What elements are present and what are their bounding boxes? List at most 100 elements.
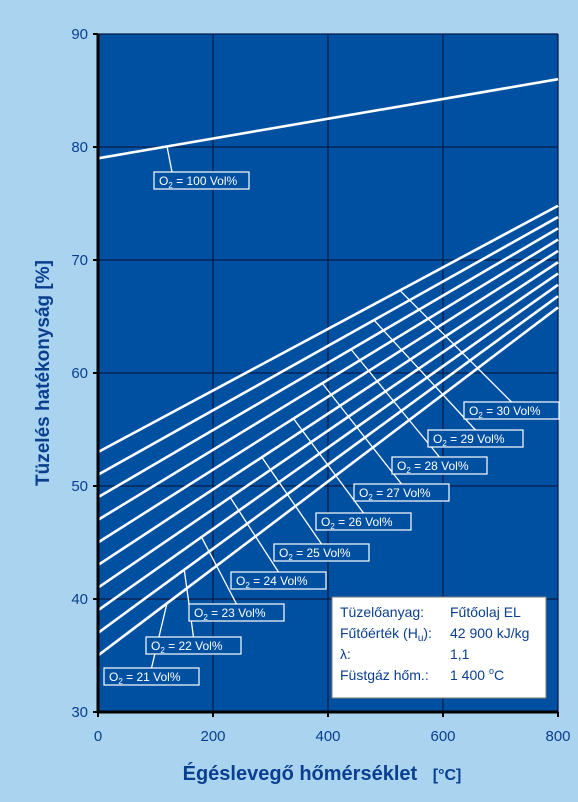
label-leader	[350, 348, 441, 458]
info-value: 42 900 kJ/kg	[450, 625, 529, 641]
info-key-main: Fűtőérték (H	[340, 625, 418, 641]
y-tick-labels: 30 40 50 60 70 80 90	[71, 26, 98, 721]
info-key-after: ):	[423, 625, 432, 641]
x-tick-label: 600	[430, 728, 455, 745]
series-line	[97, 77, 559, 160]
series-label-box	[153, 171, 250, 190]
series-label-text: O2 = 23 Vol%	[194, 606, 266, 622]
info-value-sup: o	[489, 666, 494, 676]
series-label-text: O2 = 26 Vol%	[321, 515, 393, 531]
series-label-box	[145, 636, 242, 655]
info-key-sub: u	[418, 633, 424, 644]
series-line	[97, 204, 559, 454]
label-subscript: 2	[442, 439, 447, 448]
info-value-main: 1 400	[450, 667, 489, 683]
label-leaders	[150, 146, 512, 669]
y-axis-title: Tüzelés hatékonyság [%]	[33, 260, 54, 486]
series-label-text: O2 = 27 Vol%	[359, 486, 431, 502]
label-suffix: = 30 Vol%	[483, 404, 541, 418]
series-line	[97, 227, 559, 499]
label-prefix: O	[321, 515, 330, 529]
info-key: λ:	[340, 646, 351, 662]
label-prefix: O	[109, 670, 118, 684]
y-tick-label: 70	[71, 252, 88, 269]
info-value: 1,1	[450, 646, 470, 662]
label-subscript: 2	[288, 553, 293, 562]
label-subscript: 2	[406, 466, 411, 475]
label-suffix: = 24 Vol%	[250, 574, 308, 588]
series-line	[97, 238, 559, 522]
series-line	[97, 215, 559, 476]
x-axis-unit: [°C]	[433, 767, 462, 784]
x-tick-label: 200	[200, 728, 225, 745]
info-key: Tüzelőanyag:	[340, 604, 424, 620]
label-suffix: = 27 Vol%	[373, 486, 431, 500]
label-suffix: = 28 Vol%	[411, 459, 469, 473]
series-line	[97, 283, 559, 612]
label-leader	[150, 603, 168, 669]
series-label-text: O2 = 24 Vol%	[236, 574, 308, 590]
series-label-box	[188, 603, 285, 622]
series-label-box	[391, 456, 488, 475]
info-value: Fűtőolaj EL	[450, 604, 521, 620]
label-suffix: = 23 Vol%	[208, 606, 266, 620]
series-label-box	[315, 512, 412, 531]
label-prefix: O	[469, 404, 478, 418]
series-label-text: O2 = 21 Vol%	[109, 670, 181, 686]
label-subscript: 2	[118, 677, 123, 686]
label-prefix: O	[397, 459, 406, 473]
label-prefix: O	[236, 574, 245, 588]
y-tick-label: 40	[71, 591, 88, 608]
label-subscript: 2	[168, 181, 173, 190]
info-value-main: 42 900 kJ/kg	[450, 625, 529, 641]
x-axis-title-main: Égéslevegő hőmérséklet	[183, 762, 418, 785]
label-leader	[321, 382, 403, 485]
label-subscript: 2	[478, 411, 483, 420]
label-suffix: = 100 Vol%	[173, 174, 238, 188]
label-subscript: 2	[330, 522, 335, 531]
label-leader	[292, 418, 365, 514]
series-label-text: O2 = 29 Vol%	[433, 432, 505, 448]
series-label-box	[273, 543, 370, 562]
info-value-main: 1,1	[450, 646, 470, 662]
label-leader	[183, 569, 195, 638]
info-key-main: Füstgáz hőm.:	[340, 667, 429, 683]
series-label: O2 = 24 Vol%	[230, 571, 327, 590]
label-prefix: O	[194, 606, 203, 620]
info-value: 1 400 oC	[450, 666, 504, 683]
label-suffix: = 25 Vol%	[293, 546, 351, 560]
series-label-text: O2 = 30 Vol%	[469, 404, 541, 420]
series-label: O2 = 25 Vol%	[273, 543, 370, 562]
info-box-frame	[331, 596, 547, 699]
info-box: Tüzelőanyag: Fűtőolaj EL Fűtőérték (Hu): 42…	[331, 596, 547, 699]
grid	[98, 33, 559, 712]
x-tick-label: 0	[94, 728, 102, 745]
label-prefix: O	[433, 432, 442, 446]
info-value-after: C	[494, 667, 504, 683]
series-line	[97, 249, 559, 544]
series-label-text: O2 = 22 Vol%	[151, 639, 223, 655]
info-key: Füstgáz hőm.:	[340, 667, 429, 683]
label-suffix: = 21 Vol%	[123, 670, 181, 684]
series-label: O2 = 28 Vol%	[391, 456, 488, 475]
label-prefix: O	[359, 486, 368, 500]
series-label: O2 = 23 Vol%	[188, 603, 285, 622]
label-leader	[373, 319, 476, 431]
y-tick-label: 50	[71, 478, 88, 495]
label-leader	[166, 146, 173, 173]
y-tick-label: 80	[71, 139, 88, 156]
series-label-box	[230, 571, 327, 590]
label-prefix: O	[279, 546, 288, 560]
series-label-text: O2 = 25 Vol%	[279, 546, 351, 562]
label-leader	[229, 497, 280, 573]
label-prefix: O	[159, 174, 168, 188]
info-value-main: Fűtőolaj EL	[450, 604, 521, 620]
series-label-text: O2 = 28 Vol%	[397, 459, 469, 475]
info-key-main: Tüzelőanyag:	[340, 604, 424, 620]
label-suffix: = 26 Vol%	[335, 515, 393, 529]
series-line	[97, 306, 559, 657]
series-label: O2 = 30 Vol%	[463, 401, 560, 420]
y-tick-label: 60	[71, 365, 88, 382]
x-tick-label: 400	[315, 728, 340, 745]
label-leader	[200, 536, 238, 605]
